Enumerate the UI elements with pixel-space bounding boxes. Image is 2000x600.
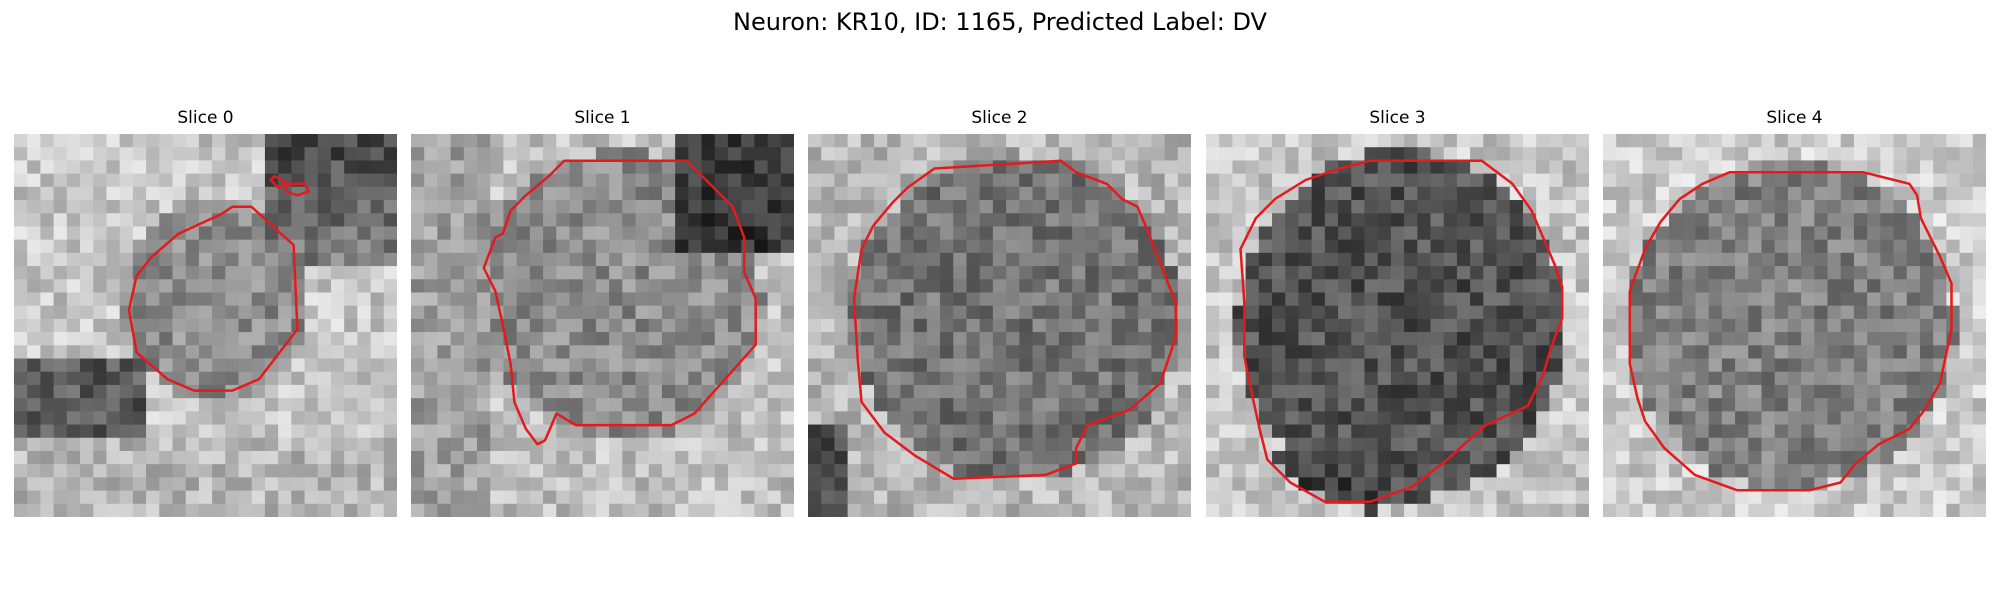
slice-image-0: [14, 134, 397, 517]
slice-title: Slice 1: [574, 108, 631, 128]
segmentation-contour-small: [284, 182, 311, 197]
slice-title: Slice 4: [1766, 108, 1823, 128]
slice-title: Slice 2: [971, 108, 1028, 128]
pixel-texture: [1603, 134, 1986, 517]
segmentation-contour: [127, 205, 299, 392]
segmentation-contour: [1628, 171, 1953, 492]
segmentation-contour: [1239, 159, 1564, 503]
segmentation-contour-small: [269, 174, 288, 189]
slice-title: Slice 3: [1369, 108, 1426, 128]
slice-image-3: [1206, 134, 1589, 517]
pixel-texture: [808, 134, 1191, 517]
segmentation-contour: [482, 159, 757, 446]
slice-image-2: [808, 134, 1191, 517]
segmentation-contour: [852, 159, 1177, 480]
slice-title: Slice 0: [177, 108, 234, 128]
pixel-texture: [411, 134, 794, 517]
slice-image-1: [411, 134, 794, 517]
slice-image-4: [1603, 134, 1986, 517]
pixel-texture: [1206, 134, 1589, 517]
figure-title: Neuron: KR10, ID: 1165, Predicted Label:…: [733, 8, 1267, 36]
pixel-texture: [14, 134, 397, 517]
